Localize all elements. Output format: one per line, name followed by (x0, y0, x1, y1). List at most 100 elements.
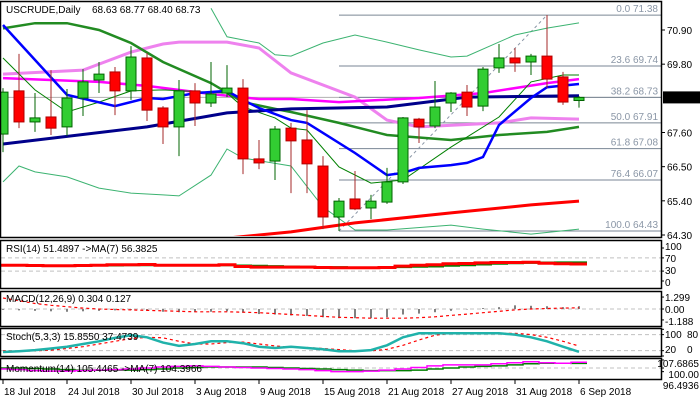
candle-body (77, 81, 89, 99)
bullish-candle[interactable] (29, 93, 41, 132)
candle-body (397, 117, 409, 183)
main-price-panel[interactable] (0, 8, 661, 238)
date-axis-label: 6 Sep 2018 (580, 387, 632, 398)
overlay-ma-blue (2, 24, 580, 177)
fib-level-label: 0.0 71.38 (616, 4, 658, 15)
bearish-candle[interactable] (109, 66, 121, 116)
macd-axis-label: 1.299 (665, 293, 690, 304)
bearish-candle[interactable] (157, 106, 169, 144)
candle-body (557, 76, 569, 103)
date-axis-label: 31 Aug 2018 (516, 387, 573, 398)
price-axis-label: 66.50 (667, 163, 692, 174)
candle-body (333, 200, 345, 218)
price-axis-label: 64.30 (667, 231, 692, 242)
date-axis-label: 9 Aug 2018 (260, 387, 311, 398)
bullish-candle[interactable] (77, 69, 89, 117)
candle-body (269, 128, 281, 162)
bullish-candle[interactable] (93, 61, 105, 94)
bullish-candle[interactable] (333, 198, 345, 231)
price-axis-label: 67.60 (667, 128, 692, 139)
bearish-candle[interactable] (557, 71, 569, 105)
stoch-axis-label: 80 (687, 330, 699, 341)
bullish-candle[interactable] (493, 43, 505, 73)
candle-body (349, 198, 361, 210)
bearish-candle[interactable] (141, 52, 153, 122)
bearish-candle[interactable] (461, 84, 473, 117)
bearish-candle[interactable] (237, 79, 249, 175)
chart-labels: 0.0 71.38 23.6 69.74 38.2 68.73 50.0 67.91 6… (2, 4, 700, 398)
bearish-candle[interactable] (317, 156, 329, 230)
macd-title: MACD(12,26,9) 0.304 0.127 (6, 294, 132, 305)
candle-body (381, 181, 393, 203)
candle-body (173, 90, 185, 128)
bullish-candle[interactable] (397, 116, 409, 185)
bullish-candle[interactable] (365, 194, 377, 220)
overlay-ma-red (233, 199, 580, 236)
rsi-line (0, 260, 587, 270)
overlay-ma-violet (2, 40, 580, 129)
overlay-ma-green-slow (2, 21, 580, 142)
candle-body (221, 87, 233, 94)
stoch-panel-frame (0, 327, 663, 358)
candle-body (109, 71, 121, 92)
candle-body (573, 96, 585, 102)
fib-level-label: 76.4 66.07 (611, 169, 659, 180)
stoch-axis-label: 0 (687, 345, 693, 356)
bearish-candle[interactable] (253, 139, 265, 170)
date-axis-label: 24 Jul 2018 (68, 387, 120, 398)
bullish-candle[interactable] (477, 66, 489, 112)
bearish-candle[interactable] (13, 53, 25, 129)
rsi-axis-label: 100 (665, 242, 682, 253)
candle-body (93, 73, 105, 81)
bullish-candle[interactable] (573, 96, 585, 108)
price-axis-label: 70.90 (667, 26, 692, 37)
candle-body (29, 117, 41, 123)
bearish-candle[interactable] (349, 171, 361, 211)
candle-body (541, 55, 553, 80)
rsi-axis-label: 70 (665, 254, 677, 265)
candle-body (429, 106, 441, 127)
overlay-bb-upper (210, 8, 580, 58)
fib-level-label: 23.6 69.74 (611, 55, 659, 66)
bullish-candle[interactable] (61, 89, 73, 136)
bearish-candle[interactable] (541, 15, 553, 89)
bullish-candle[interactable] (381, 167, 393, 204)
stoch-axis-label: 20 (665, 345, 677, 356)
bearish-candle[interactable] (285, 122, 297, 194)
bearish-candle[interactable] (413, 117, 425, 144)
bullish-candle[interactable] (173, 80, 185, 157)
macd-signal-line (2, 297, 580, 319)
date-axis-label: 27 Aug 2018 (452, 387, 509, 398)
bearish-candle[interactable] (45, 70, 57, 135)
candle-body (205, 93, 217, 104)
bullish-candle[interactable] (125, 46, 137, 100)
candle-body (125, 56, 137, 92)
candle-body (477, 68, 489, 107)
fib-level-label: 61.8 67.08 (611, 138, 659, 149)
rsi-axis-label: 30 (665, 266, 677, 277)
momentum-axis-label: 107.6865 (657, 359, 699, 370)
fib-level-label: 100.0 64.43 (605, 220, 658, 231)
current-price-label: 68.73 (666, 93, 691, 104)
rsi-panel-frame (0, 239, 663, 290)
candle-body (365, 200, 377, 209)
bullish-candle[interactable] (445, 92, 457, 112)
bullish-candle[interactable] (205, 61, 217, 108)
bearish-candle[interactable] (509, 48, 521, 72)
candle-body (525, 55, 537, 63)
bullish-candle[interactable] (525, 53, 537, 76)
overlay-ma-magenta (2, 76, 580, 104)
rsi-title: RSI(14) 51.4897 ->MA(7) 56.3825 (6, 244, 158, 255)
candle-body (189, 90, 201, 104)
ohlc-values: 68.63 68.77 68.40 68.73 (92, 5, 201, 16)
bullish-candle[interactable] (221, 65, 233, 98)
bearish-candle[interactable] (189, 83, 201, 126)
bullish-candle[interactable] (0, 88, 9, 153)
candle-body (13, 90, 25, 123)
date-axis-label: 21 Aug 2018 (388, 387, 445, 398)
bearish-candle[interactable] (301, 110, 313, 194)
bullish-candle[interactable] (269, 125, 281, 181)
bullish-candle[interactable] (429, 80, 441, 129)
momentum-line (0, 361, 587, 373)
